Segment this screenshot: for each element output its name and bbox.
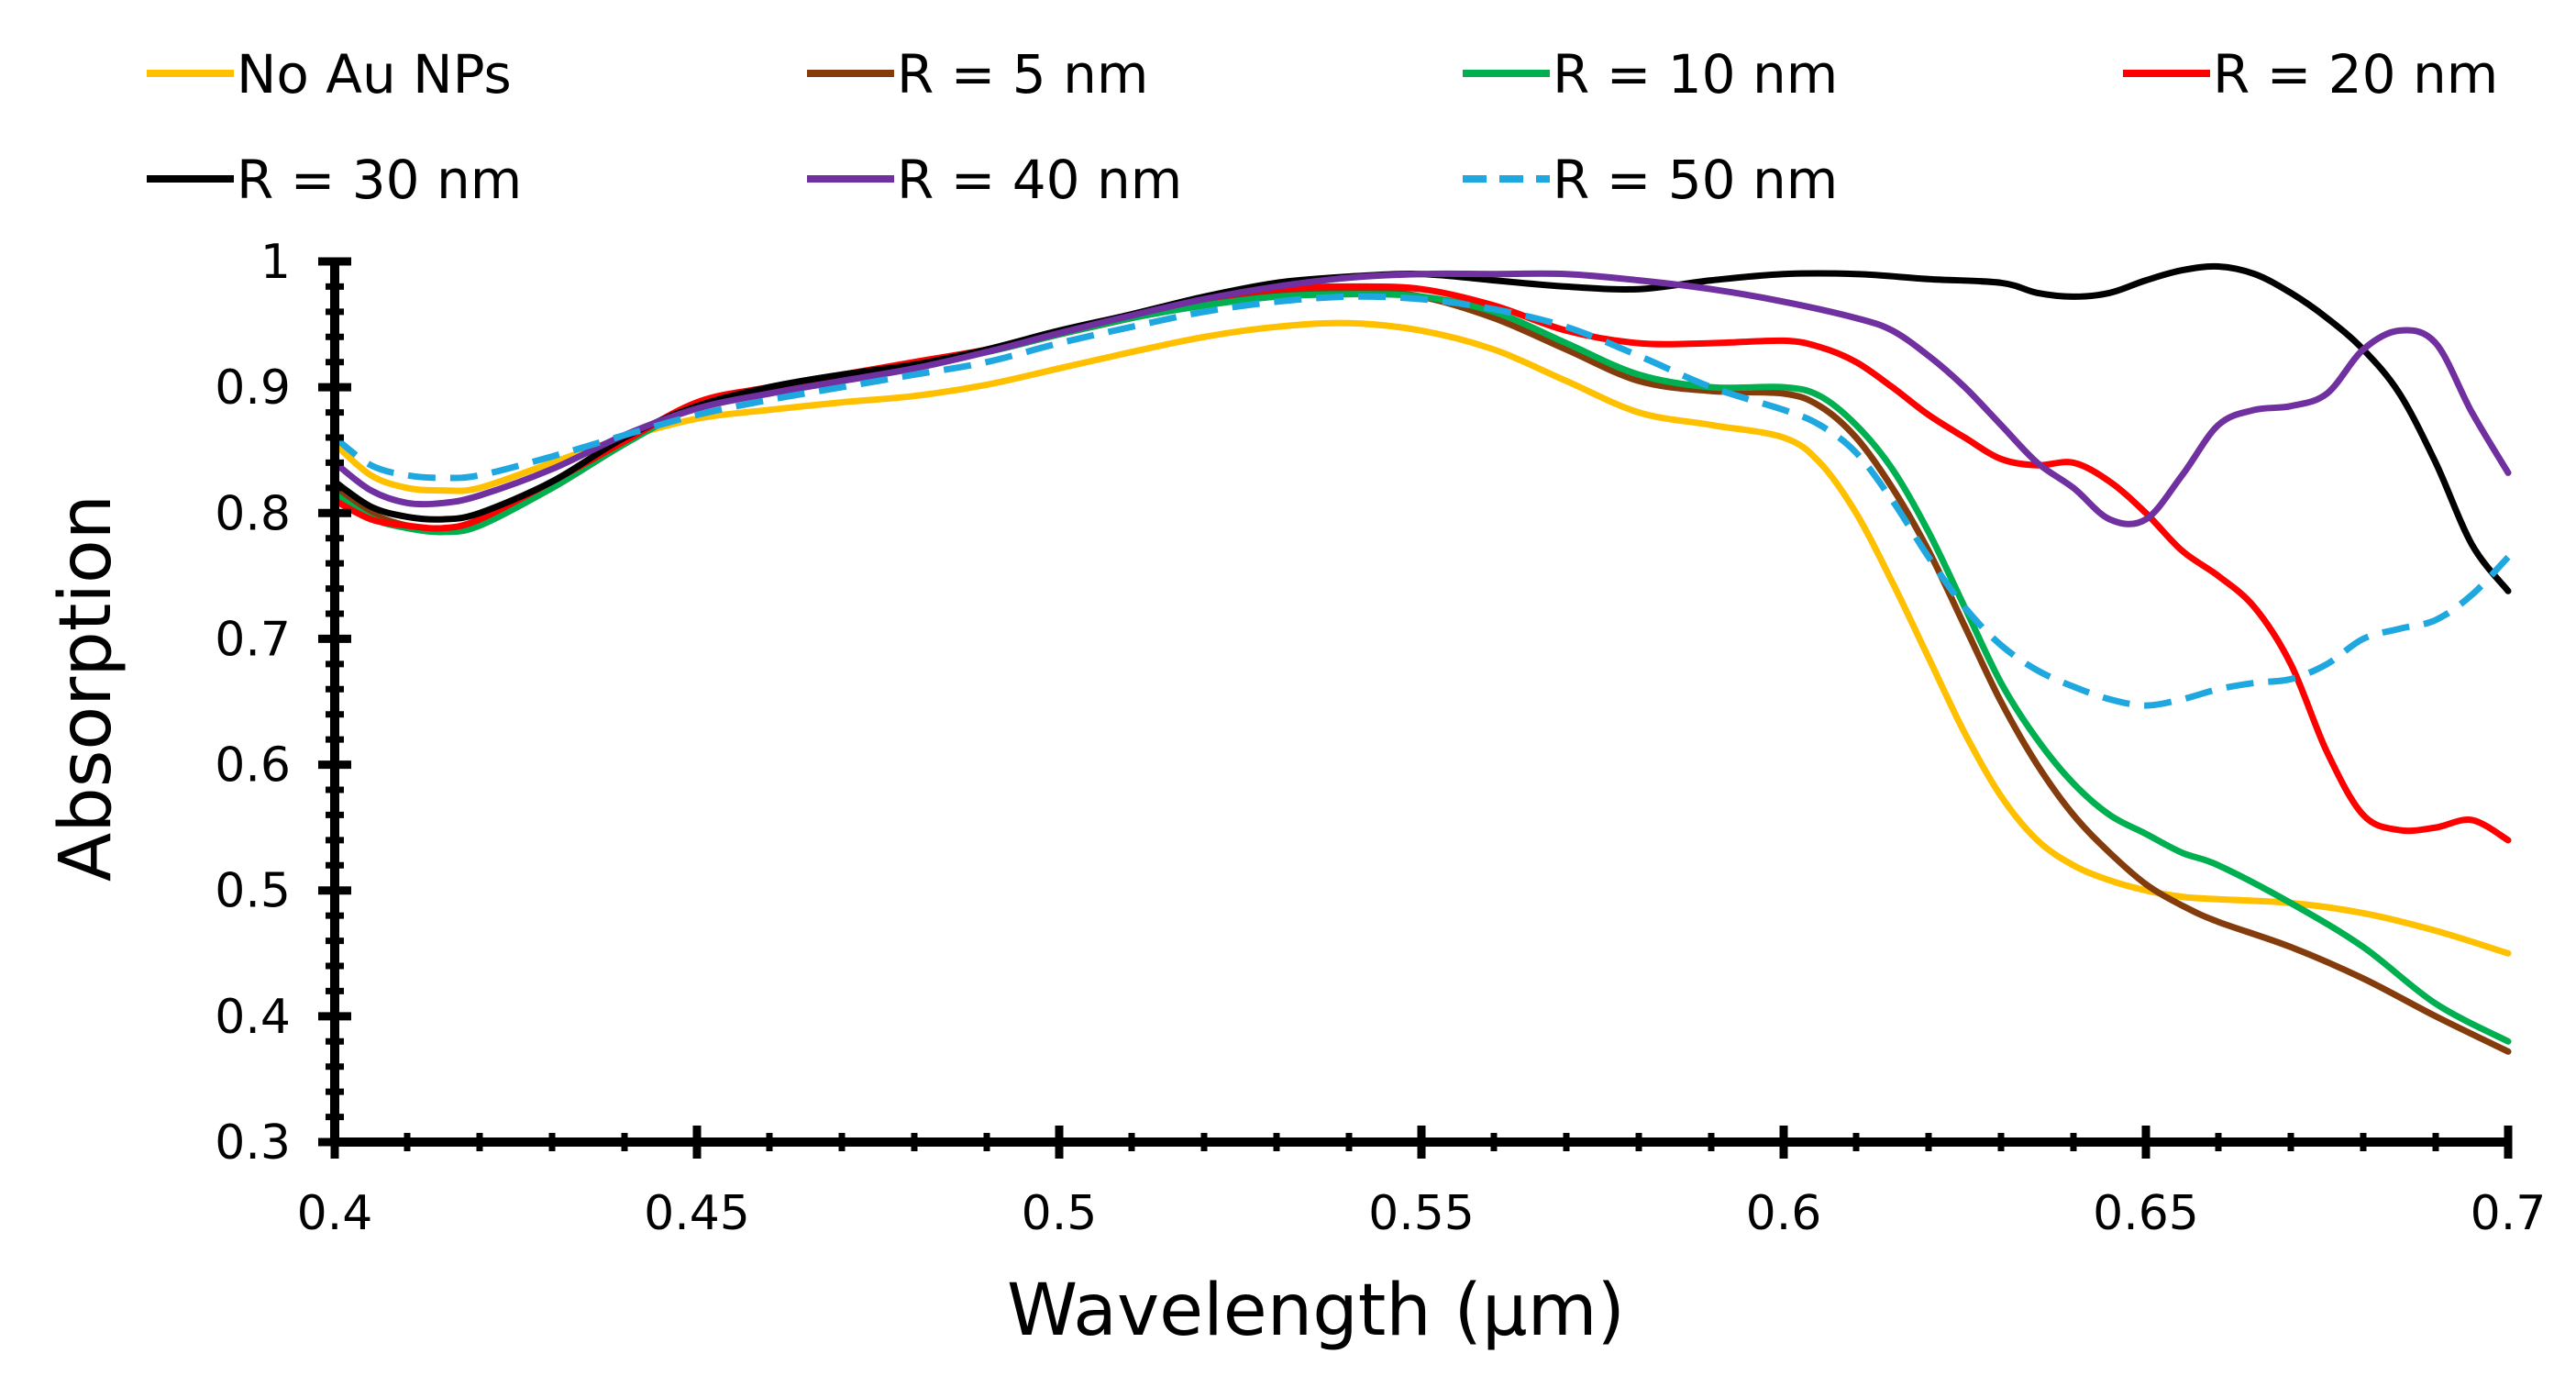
y-tick-label: 0.9 bbox=[215, 361, 291, 416]
x-tick-label: 0.6 bbox=[1746, 1186, 1822, 1241]
legend-item-r-5-nm: R = 5 nm bbox=[807, 43, 1148, 105]
y-tick-label: 0.5 bbox=[215, 864, 291, 919]
x-tick-label: 0.5 bbox=[1022, 1186, 1098, 1241]
legend-item-r-30-nm: R = 30 nm bbox=[147, 149, 522, 211]
series-line-r-50-nm bbox=[332, 293, 2511, 709]
x-tick-label: 0.65 bbox=[2093, 1186, 2199, 1241]
legend-item-r-10-nm: R = 10 nm bbox=[1463, 43, 1838, 105]
series-line-r-5-nm bbox=[331, 285, 2512, 1055]
series-line-r-20-nm bbox=[331, 283, 2512, 844]
y-tick-label: 0.6 bbox=[215, 738, 291, 793]
x-tick-label: 0.55 bbox=[1368, 1186, 1475, 1241]
legend-label: R = 50 nm bbox=[1553, 149, 1838, 211]
legend-label: No Au NPs bbox=[237, 43, 512, 105]
legend-label: R = 30 nm bbox=[237, 149, 522, 211]
x-tick-label: 0.45 bbox=[644, 1186, 750, 1241]
y-tick-label: 0.3 bbox=[215, 1115, 291, 1171]
series-line-r-40-nm bbox=[331, 270, 2512, 527]
tick-labels: 0.30.40.50.60.70.80.910.4 0.45 0.5 0.55 0.6 0… bbox=[215, 235, 2546, 1241]
chart-legend: No Au NPs R = 5 nm R = 10 nm R = 20 nm R = 3… bbox=[147, 43, 2498, 211]
y-tick-label: 0.7 bbox=[215, 612, 291, 667]
legend-label: R = 5 nm bbox=[897, 43, 1148, 105]
legend-item-r-50-nm: R = 50 nm bbox=[1463, 149, 1838, 211]
x-tick-label: 0.4 bbox=[297, 1186, 373, 1241]
x-tick-label: 0.7 bbox=[2471, 1186, 2547, 1241]
legend-item-r-20-nm: R = 20 nm bbox=[2123, 43, 2498, 105]
series-line-r-10-nm bbox=[331, 291, 2512, 1045]
y-tick-label: 1 bbox=[260, 235, 291, 290]
x-axis-title: Wavelength (µm) bbox=[1007, 1270, 1625, 1352]
legend-item-r-40-nm: R = 40 nm bbox=[807, 149, 1182, 211]
series-layer bbox=[331, 262, 2512, 1055]
legend-item-no-au-nps: No Au NPs bbox=[147, 43, 512, 105]
legend-label: R = 40 nm bbox=[897, 149, 1182, 211]
y-tick-label: 0.4 bbox=[215, 990, 291, 1045]
y-axis-title: Absorption bbox=[45, 494, 127, 882]
y-tick-label: 0.8 bbox=[215, 486, 291, 541]
legend-label: R = 10 nm bbox=[1553, 43, 1838, 105]
legend-label: R = 20 nm bbox=[2213, 43, 2498, 105]
axes-layer bbox=[318, 257, 2513, 1159]
